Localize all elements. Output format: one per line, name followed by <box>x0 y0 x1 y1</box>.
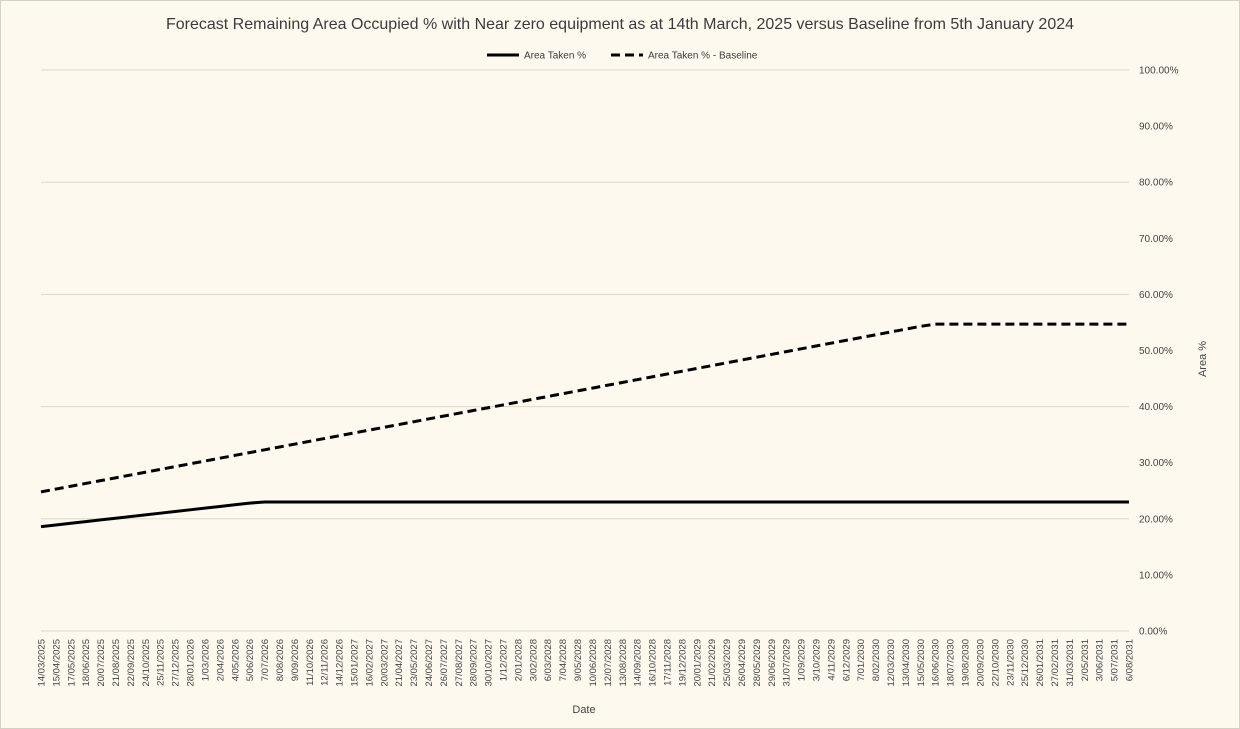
y-tick-label: 90.00% <box>1139 122 1173 133</box>
x-tick-label: 9/05/2028 <box>573 639 584 681</box>
x-tick-label: 28/05/2029 <box>752 639 763 687</box>
series-group <box>40 322 1129 529</box>
x-tick-label: 18/07/2030 <box>946 639 957 687</box>
x-tick-label: 3/06/2031 <box>1095 639 1106 681</box>
x-tick-label: 1/09/2029 <box>797 639 808 681</box>
series-line-area-taken <box>40 500 1129 529</box>
x-tick-label: 16/02/2027 <box>364 639 375 687</box>
x-tick-label: 31/07/2029 <box>782 639 793 687</box>
x-tick-label: 25/03/2029 <box>722 639 733 687</box>
x-tick-label: 30/10/2027 <box>484 639 495 687</box>
x-tick-label: 23/11/2030 <box>1005 639 1016 686</box>
x-tick-label: 6/12/2029 <box>841 639 852 681</box>
x-tick-label: 23/05/2027 <box>409 639 420 687</box>
x-tick-label: 27/12/2025 <box>171 639 182 687</box>
x-tick-label: 16/10/2028 <box>648 639 659 687</box>
x-tick-label: 20/03/2027 <box>379 639 390 687</box>
x-tick-label: 24/10/2025 <box>141 639 152 687</box>
x-tick-label: 1/03/2026 <box>200 639 211 681</box>
y-tick-label: 0.00% <box>1139 627 1167 638</box>
x-tick-label: 17/05/2025 <box>66 639 77 687</box>
x-tick-label: 13/08/2028 <box>618 639 629 687</box>
x-tick-label: 16/06/2030 <box>931 639 942 687</box>
x-tick-label: 25/12/2030 <box>1020 639 1031 687</box>
x-tick-label: 15/05/2030 <box>916 639 927 687</box>
x-tick-label: 26/01/2031 <box>1035 639 1046 687</box>
x-tick-label: 2/01/2028 <box>513 639 524 681</box>
x-tick-label: 24/06/2027 <box>424 639 435 687</box>
x-tick-label: 5/07/2031 <box>1110 639 1121 681</box>
x-tick-label: 1/12/2027 <box>499 639 510 681</box>
x-tick-label: 12/03/2030 <box>886 639 897 687</box>
y-tick-label: 60.00% <box>1139 290 1173 301</box>
series-line-baseline <box>40 322 1129 494</box>
y-axis-label: Area % <box>1197 341 1209 377</box>
x-tick-label: 22/10/2030 <box>990 639 1001 687</box>
x-tick-label: 11/10/2026 <box>305 639 316 686</box>
x-tick-label: 8/02/2030 <box>871 639 882 681</box>
x-tick-label: 14/09/2028 <box>633 639 644 687</box>
x-tick-label: 2/05/2031 <box>1080 639 1091 681</box>
legend-label: Area Taken % <box>524 51 586 62</box>
x-tick-label: 17/11/2028 <box>662 639 673 686</box>
x-tick-label: 4/05/2026 <box>230 639 241 681</box>
x-tick-label: 21/04/2027 <box>394 639 405 687</box>
x-tick-label: 20/01/2029 <box>692 639 703 687</box>
x-tick-label: 12/11/2026 <box>320 639 331 686</box>
x-tick-label: 21/02/2029 <box>707 639 718 687</box>
x-tick-label: 28/09/2027 <box>469 639 480 687</box>
x-tick-label: 2/04/2026 <box>215 639 226 681</box>
y-tick-label: 80.00% <box>1139 178 1173 189</box>
x-tick-label: 14/03/2025 <box>37 639 48 687</box>
y-tick-label: 50.00% <box>1139 346 1173 357</box>
y-tick-label: 10.00% <box>1139 570 1173 581</box>
y-axis-ticks: 0.00% 10.00% 20.00% 30.00% 40.00% 50.00% 60.00… <box>1139 66 1179 638</box>
x-tick-label: 20/07/2025 <box>96 639 107 687</box>
x-tick-label: 29/06/2029 <box>767 639 778 687</box>
x-tick-label: 19/12/2028 <box>677 639 688 687</box>
x-tick-label: 13/04/2030 <box>901 639 912 687</box>
x-tick-label: 8/08/2026 <box>275 639 286 681</box>
x-tick-label: 3/02/2028 <box>528 639 539 681</box>
x-tick-label: 15/04/2025 <box>51 639 62 687</box>
x-tick-label: 10/06/2028 <box>588 639 599 687</box>
x-tick-label: 26/07/2027 <box>439 639 450 687</box>
x-axis-ticks: 14/03/2025 15/04/2025 17/05/2025 18/06/2025… <box>37 639 1136 687</box>
x-tick-label: 12/07/2028 <box>603 639 614 687</box>
x-tick-label: 7/07/2026 <box>260 639 271 681</box>
x-tick-label: 18/06/2025 <box>81 639 92 687</box>
x-tick-label: 19/08/2030 <box>961 639 972 687</box>
x-tick-label: 7/01/2030 <box>856 639 867 681</box>
y-tick-label: 100.00% <box>1139 66 1179 77</box>
x-tick-label: 28/01/2026 <box>186 639 197 687</box>
x-tick-label: 7/04/2028 <box>558 639 569 681</box>
legend: Area Taken % Area Taken % - Baseline <box>487 51 758 62</box>
x-tick-label: 26/04/2029 <box>737 639 748 687</box>
chart-title: Forecast Remaining Area Occupied % with … <box>166 16 1074 33</box>
x-axis-label: Date <box>572 704 595 716</box>
x-tick-label: 27/08/2027 <box>454 639 465 687</box>
x-tick-label: 6/08/2031 <box>1125 639 1136 681</box>
x-tick-label: 15/01/2027 <box>349 639 360 687</box>
x-tick-label: 9/09/2026 <box>290 639 301 681</box>
legend-label: Area Taken % - Baseline <box>648 51 758 62</box>
x-tick-label: 21/08/2025 <box>111 639 122 687</box>
x-tick-label: 20/09/2030 <box>975 639 986 687</box>
x-tick-label: 3/10/2029 <box>812 639 823 681</box>
x-tick-label: 6/03/2028 <box>543 639 554 681</box>
y-tick-label: 20.00% <box>1139 514 1173 525</box>
x-tick-label: 27/02/2031 <box>1050 639 1061 687</box>
y-tick-label: 70.00% <box>1139 234 1173 245</box>
gridlines <box>41 69 1129 632</box>
y-tick-label: 30.00% <box>1139 458 1173 469</box>
x-tick-label: 14/12/2026 <box>335 639 346 687</box>
x-tick-label: 5/06/2026 <box>245 639 256 681</box>
x-tick-label: 25/11/2025 <box>156 639 167 686</box>
y-tick-label: 40.00% <box>1139 402 1173 413</box>
x-tick-label: 4/11/2029 <box>826 639 837 681</box>
x-tick-label: 22/09/2025 <box>126 639 137 687</box>
x-tick-label: 31/03/2031 <box>1065 639 1076 687</box>
